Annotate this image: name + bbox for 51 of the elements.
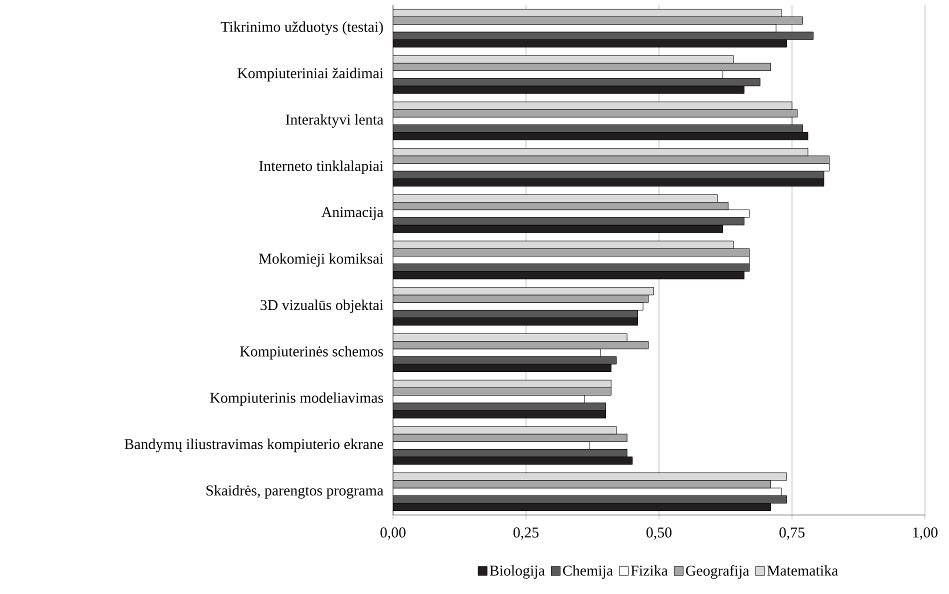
legend-label: Geografija xyxy=(686,565,750,579)
x-tick-label: 1,00 xyxy=(913,527,938,540)
bar xyxy=(392,8,782,18)
bar xyxy=(392,124,803,133)
y-tick-label: Animacija xyxy=(321,207,384,220)
bar xyxy=(392,364,612,372)
x-tick-label: 0,75 xyxy=(779,527,804,540)
bar xyxy=(392,148,808,156)
bar xyxy=(392,318,638,326)
legend-label: Chemija xyxy=(563,565,613,579)
bar xyxy=(392,132,808,140)
y-tick-label: Skaidrės, parengtos programa xyxy=(206,485,384,499)
y-tick-label: Mokomieji komiksai xyxy=(259,253,384,267)
bar xyxy=(392,240,734,249)
bar xyxy=(392,170,824,179)
y-tick-label: Bandymų iliustravimas kompiuterio ekrane xyxy=(124,438,384,452)
bar xyxy=(392,39,787,48)
bar xyxy=(392,78,760,86)
y-tick-label: 3D vizualūs objektai xyxy=(260,300,384,314)
y-tick-label: Kompiuterinės schemos xyxy=(240,346,384,360)
x-tick-label: 0,25 xyxy=(513,527,538,540)
legend-label: Fizika xyxy=(631,565,668,576)
bar xyxy=(392,449,628,458)
bar xyxy=(392,264,750,272)
bar xyxy=(392,502,771,512)
y-tick-label: Kompiuteriniai žaidimai xyxy=(238,68,384,82)
legend-label: Biologija xyxy=(490,565,545,579)
x-tick-label: 0,00 xyxy=(380,527,406,540)
bar xyxy=(392,410,606,418)
y-tick-label: Tikrinimo užduotys (testai) xyxy=(220,21,383,35)
x-tick-label: 0,50 xyxy=(646,527,672,540)
bar xyxy=(392,271,744,280)
y-tick-label: Interaktyvi lenta xyxy=(286,114,384,128)
bar xyxy=(392,333,628,342)
bar xyxy=(392,472,787,481)
y-tick-label: Interneto tinklalapiai xyxy=(259,160,384,174)
bar xyxy=(392,287,654,296)
bar xyxy=(392,178,824,187)
bar xyxy=(392,380,612,388)
bar xyxy=(392,32,814,40)
legend-label: Matematika xyxy=(767,565,838,576)
bar xyxy=(392,456,633,465)
bar xyxy=(392,224,724,233)
bar xyxy=(392,194,718,202)
bar xyxy=(392,495,787,504)
bar xyxy=(392,356,617,364)
bar xyxy=(392,55,734,64)
y-tick-label: Kompiuterinis modeliavimas xyxy=(210,392,384,406)
bar xyxy=(392,310,638,318)
bar xyxy=(392,402,606,411)
bar xyxy=(392,102,792,110)
